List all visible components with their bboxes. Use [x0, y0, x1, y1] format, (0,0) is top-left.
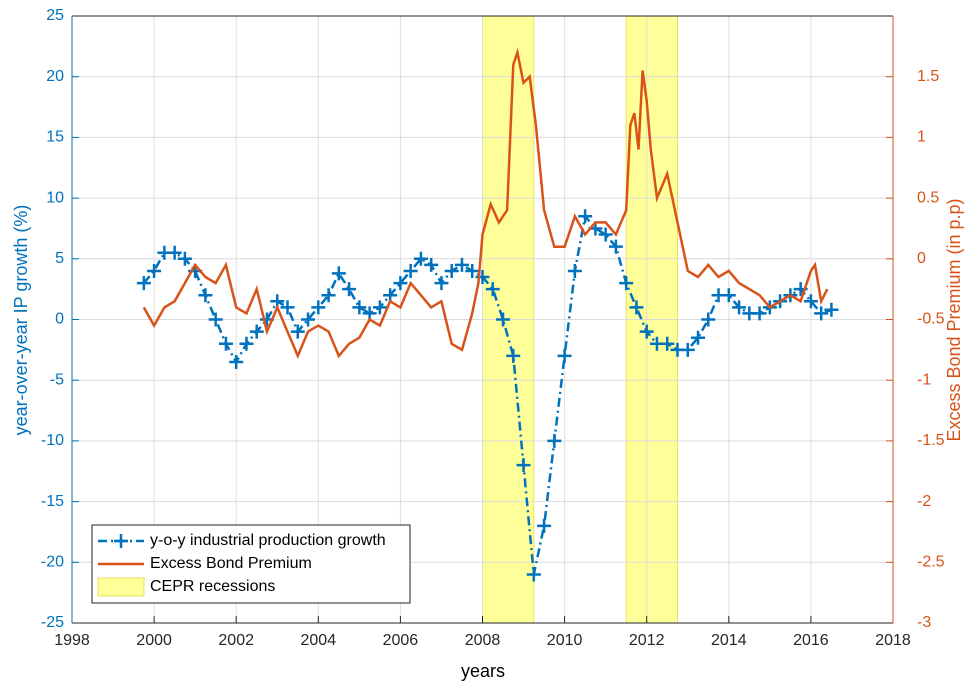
y-tick-label: 5 — [55, 250, 64, 267]
legend-label: Excess Bond Premium — [150, 555, 312, 572]
point-marker — [403, 263, 418, 278]
point-marker — [814, 306, 829, 321]
point-marker — [526, 567, 541, 582]
point-marker — [752, 306, 767, 321]
point-marker — [516, 458, 531, 473]
y-tick-label: 25 — [46, 7, 64, 24]
point-marker — [434, 276, 449, 291]
point-marker — [331, 266, 346, 281]
point-marker — [701, 312, 716, 327]
y-tick-label: -25 — [41, 614, 64, 631]
point-marker — [167, 245, 182, 260]
point-marker — [321, 288, 336, 303]
point-marker — [691, 330, 706, 345]
point-marker — [721, 288, 736, 303]
point-marker — [413, 251, 428, 266]
x-tick-label: 2002 — [218, 632, 254, 649]
y2-tick-label: 0 — [917, 250, 926, 267]
y2-axis-label: Excess Bond Premium (in p.p) — [944, 198, 964, 441]
point-marker — [239, 336, 254, 351]
y2-tick-label: 0.5 — [917, 189, 939, 206]
point-marker — [680, 342, 695, 357]
point-marker — [444, 263, 459, 278]
x-axis-label: years — [461, 661, 505, 681]
point-marker — [249, 324, 264, 339]
point-marker — [485, 282, 500, 297]
point-marker — [454, 257, 469, 272]
point-marker — [732, 300, 747, 315]
y2-tick-label: 1.5 — [917, 68, 939, 85]
y2-tick-label: -1.5 — [917, 432, 945, 449]
point-marker — [537, 518, 552, 533]
y-tick-label: 0 — [55, 311, 64, 328]
point-marker — [424, 257, 439, 272]
point-marker — [660, 336, 675, 351]
point-marker — [619, 276, 634, 291]
legend-box — [91, 524, 411, 604]
point-marker — [803, 294, 818, 309]
x-tick-label: 1998 — [54, 632, 90, 649]
point-marker — [567, 263, 582, 278]
point-marker — [218, 336, 233, 351]
point-marker — [136, 276, 151, 291]
point-marker — [342, 282, 357, 297]
y2-tick-label: -1 — [917, 371, 931, 388]
point-marker — [147, 263, 162, 278]
y2-tick-label: 1 — [917, 129, 926, 146]
x-tick-label: 2004 — [301, 632, 337, 649]
x-tick-label: 2008 — [465, 632, 501, 649]
legend-swatch — [97, 577, 145, 597]
x-tick-label: 2012 — [629, 632, 665, 649]
legend-label: CEPR recessions — [150, 578, 275, 595]
x-tick-label: 2018 — [875, 632, 911, 649]
y-tick-label: -5 — [50, 371, 64, 388]
point-marker — [496, 312, 511, 327]
x-tick-label: 2016 — [793, 632, 829, 649]
point-marker — [547, 433, 562, 448]
y2-tick-label: -3 — [917, 614, 931, 631]
y-tick-label: -10 — [41, 432, 64, 449]
x-tick-label: 2014 — [711, 632, 747, 649]
point-marker — [177, 251, 192, 266]
point-marker — [352, 300, 367, 315]
y-tick-label: 20 — [46, 68, 64, 85]
point-marker — [824, 302, 839, 317]
y-tick-label: 10 — [46, 189, 64, 206]
y-tick-label: 15 — [46, 129, 64, 146]
point-marker — [311, 300, 326, 315]
y-axis-label: year-over-year IP growth (%) — [11, 205, 31, 436]
point-marker — [393, 276, 408, 291]
y-tick-label: -20 — [41, 554, 64, 571]
series-line — [142, 213, 832, 575]
point-marker — [198, 288, 213, 303]
point-marker — [372, 300, 387, 315]
point-marker — [578, 209, 593, 224]
x-tick-label: 2010 — [547, 632, 583, 649]
point-marker — [608, 239, 623, 254]
y2-tick-label: -2 — [917, 493, 931, 510]
point-marker — [229, 354, 244, 369]
x-tick-label: 2006 — [383, 632, 419, 649]
series-line — [142, 47, 829, 360]
legend-marker — [114, 534, 128, 548]
x-tick-label: 2000 — [136, 632, 172, 649]
y-tick-label: -15 — [41, 493, 64, 510]
y2-tick-label: -2.5 — [917, 554, 945, 571]
point-marker — [301, 312, 316, 327]
y2-tick-label: -0.5 — [917, 311, 945, 328]
point-marker — [506, 348, 521, 363]
point-marker — [290, 324, 305, 339]
point-marker — [280, 300, 295, 315]
point-marker — [639, 324, 654, 339]
point-marker — [629, 300, 644, 315]
point-marker — [465, 263, 480, 278]
legend-label: y-o-y industrial production growth — [150, 532, 386, 549]
point-marker — [598, 227, 613, 242]
point-marker — [557, 348, 572, 363]
point-marker — [208, 312, 223, 327]
